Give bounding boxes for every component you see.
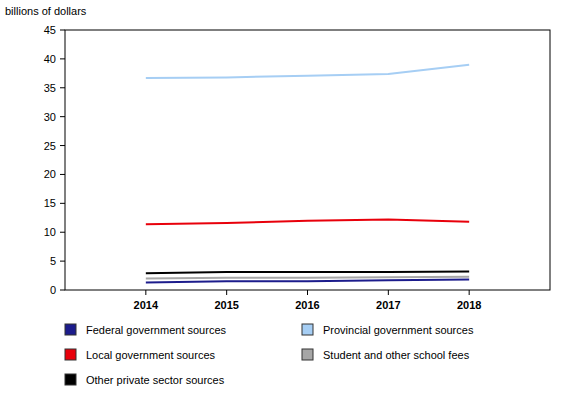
y-tick <box>60 261 65 262</box>
legend-label: Federal government sources <box>86 324 227 336</box>
y-tick <box>60 203 65 204</box>
y-tick-label: 30 <box>44 111 56 123</box>
legend-label: Other private sector sources <box>86 374 225 386</box>
series-line <box>146 277 469 279</box>
chart: billions of dollars 0 5 10 15 20 25 30 35 40 45 201… <box>0 0 580 395</box>
y-tick-label: 35 <box>44 82 56 94</box>
y-tick-label: 5 <box>50 255 56 267</box>
x-tick-label: 2018 <box>457 299 481 311</box>
x-tick-label: 2016 <box>295 299 319 311</box>
y-tick <box>60 30 65 31</box>
x-tick-label: 2014 <box>134 299 159 311</box>
legend-label: Provincial government sources <box>323 324 474 336</box>
legend-swatch <box>302 349 313 360</box>
y-tick-label: 40 <box>44 53 56 65</box>
y-tick <box>60 116 65 117</box>
y-tick <box>60 232 65 233</box>
y-tick <box>60 58 65 59</box>
series-line <box>146 65 469 78</box>
x-tick <box>226 290 227 295</box>
legend-label: Student and other school fees <box>323 349 470 361</box>
series-line <box>146 220 469 225</box>
x-tick <box>388 290 389 295</box>
x-tick <box>307 290 308 295</box>
x-tick-label: 2017 <box>376 299 400 311</box>
y-tick-label: 15 <box>44 197 56 209</box>
series-line <box>146 280 469 283</box>
plot-area <box>146 65 469 283</box>
legend-swatch <box>302 324 313 335</box>
y-tick-label: 25 <box>44 140 56 152</box>
y-axis-label: billions of dollars <box>5 5 87 17</box>
legend-swatch <box>65 324 76 335</box>
y-tick <box>60 145 65 146</box>
y-tick-label: 10 <box>44 226 56 238</box>
y-tick-label: 20 <box>44 168 56 180</box>
y-tick-label: 0 <box>50 284 56 296</box>
legend: Federal government sources Provincial gov… <box>65 324 474 386</box>
x-tick-label: 2015 <box>214 299 238 311</box>
y-tick-label: 45 <box>44 24 56 36</box>
y-tick <box>60 87 65 88</box>
legend-swatch <box>65 349 76 360</box>
legend-swatch <box>65 374 76 385</box>
y-tick <box>60 174 65 175</box>
plot-frame <box>65 30 550 290</box>
legend-label: Local government sources <box>86 349 216 361</box>
series-line <box>146 272 469 274</box>
y-tick <box>60 290 65 291</box>
x-tick <box>469 290 470 295</box>
x-tick <box>145 290 146 295</box>
